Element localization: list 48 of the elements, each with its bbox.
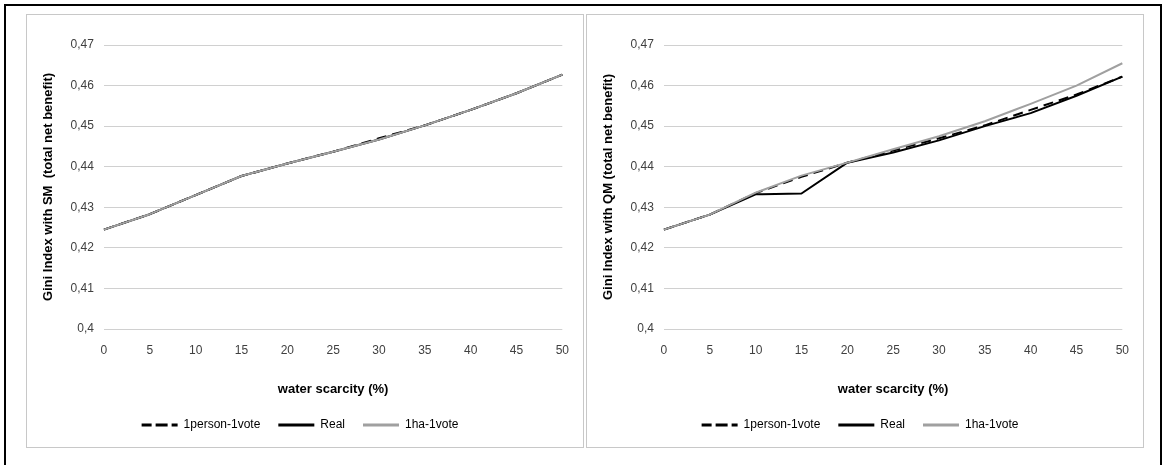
x-tick-label: 10 (188, 342, 203, 357)
x-tick-label: 45 (509, 342, 524, 357)
x-tick-label: 20 (840, 342, 855, 357)
x-tick-label: 5 (706, 342, 714, 357)
legend-label: 1ha-1vote (405, 417, 459, 432)
y-tick-label: 0,42 (70, 240, 95, 255)
y-tick-label: 0,47 (630, 37, 655, 52)
y-axis-title: Gini Index with SM (total net benefit) (40, 72, 56, 302)
x-tick-label: 35 (418, 342, 432, 357)
x-tick-label: 25 (326, 342, 341, 357)
legend-label: Real (880, 417, 906, 432)
x-tick-label: 50 (555, 342, 570, 357)
x-tick-label: 0 (660, 342, 668, 357)
legend-label: 1person-1vote (743, 417, 821, 432)
y-tick-label: 0,46 (630, 77, 655, 92)
y-tick-label: 0,44 (630, 159, 655, 174)
x-tick-label: 45 (1069, 342, 1084, 357)
y-tick-label: 0,47 (70, 37, 95, 52)
legend-label: 1ha-1vote (965, 417, 1019, 432)
y-tick-label: 0,45 (70, 118, 95, 133)
x-tick-label: 0 (100, 342, 108, 357)
legend-label: 1person-1vote (183, 417, 261, 432)
y-tick-label: 0,4 (637, 321, 655, 336)
y-tick-label: 0,41 (630, 280, 655, 295)
y-tick-label: 0,43 (70, 199, 95, 214)
y-tick-label: 0,41 (70, 280, 95, 295)
y-tick-label: 0,4 (77, 321, 95, 336)
x-axis-title: water scarcity (%) (276, 380, 389, 396)
x-tick-label: 40 (463, 342, 478, 357)
y-tick-label: 0,45 (630, 118, 655, 133)
x-tick-label: 40 (1023, 342, 1038, 357)
x-tick-label: 30 (932, 342, 946, 357)
y-tick-label: 0,42 (630, 240, 655, 255)
y-tick-label: 0,43 (630, 199, 655, 214)
y-tick-label: 0,44 (70, 159, 95, 174)
x-tick-label: 25 (886, 342, 901, 357)
y-axis-title: Gini Index with QM (total net benefit) (600, 73, 616, 301)
x-tick-label: 10 (748, 342, 763, 357)
x-tick-label: 15 (794, 342, 809, 357)
y-tick-label: 0,46 (70, 77, 95, 92)
x-tick-label: 50 (1115, 342, 1130, 357)
x-tick-label: 15 (234, 342, 249, 357)
legend-label: Real (320, 417, 346, 432)
x-axis-title: water scarcity (%) (836, 380, 949, 396)
x-tick-label: 20 (280, 342, 295, 357)
x-tick-label: 5 (146, 342, 154, 357)
x-tick-label: 35 (978, 342, 992, 357)
x-tick-label: 30 (372, 342, 386, 357)
